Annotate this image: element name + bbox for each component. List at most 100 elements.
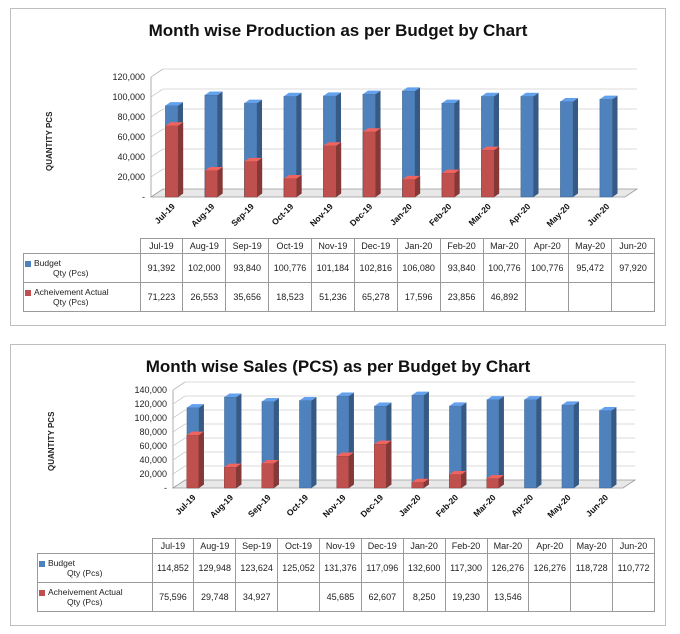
table-header-cell: Mar-20 bbox=[482, 238, 527, 254]
x-tick-label: Oct-19 bbox=[270, 201, 296, 227]
data-label: 110,772 bbox=[612, 553, 655, 583]
chart-floor bbox=[171, 479, 637, 489]
data-label: 93,840 bbox=[225, 253, 270, 283]
bar-top bbox=[165, 102, 184, 106]
table-header-cell: Jun-20 bbox=[611, 238, 655, 254]
bar-top bbox=[323, 92, 342, 96]
table-header-cell: Dec-19 bbox=[360, 538, 404, 554]
actual-bar bbox=[411, 478, 429, 489]
chart-title: Month wise Sales (PCS) as per Budget by … bbox=[145, 357, 531, 376]
x-tick-label: Dec-19 bbox=[348, 201, 375, 228]
production-data-table: Jul-19 Aug-19 Sep-19 Oct-19 Nov-19 Dec-19 Jan-… bbox=[23, 238, 655, 312]
y-tick-label: - bbox=[142, 192, 145, 202]
bar-top bbox=[363, 128, 381, 132]
x-tick-label: Aug-19 bbox=[189, 201, 217, 229]
x-tick-label: Nov-19 bbox=[308, 201, 335, 228]
production-bar-chart: - 20,000 40,000 60,000 80,000 100,000 120,000 J… bbox=[112, 68, 639, 229]
y-tick-label: 60,000 bbox=[117, 132, 145, 142]
y-tick-label: 80,000 bbox=[139, 427, 167, 437]
data-label: 126,276 bbox=[486, 553, 530, 583]
data-label: 114,852 bbox=[151, 553, 195, 583]
budget-bar bbox=[560, 98, 579, 198]
data-label: 125,052 bbox=[277, 553, 320, 583]
series-name-line2: Qty (Pcs) bbox=[67, 597, 103, 607]
actual-bar bbox=[362, 128, 381, 198]
bar-top bbox=[186, 431, 204, 436]
bar-top bbox=[299, 396, 317, 401]
bar-top bbox=[599, 95, 618, 100]
table-header-cell: Jan-20 bbox=[402, 538, 446, 554]
legend-swatch bbox=[39, 560, 45, 567]
table-header-cell: Jun-20 bbox=[612, 538, 655, 554]
bar-top bbox=[520, 92, 539, 97]
data-label: 97,920 bbox=[611, 253, 655, 283]
data-label: 75,596 bbox=[151, 582, 195, 612]
legend-swatch bbox=[25, 260, 31, 267]
y-tick-label: 40,000 bbox=[139, 455, 167, 465]
data-label: 65,278 bbox=[353, 282, 398, 312]
bar-face bbox=[402, 179, 416, 198]
bar-side bbox=[573, 401, 579, 488]
gridline-slant bbox=[150, 148, 164, 158]
x-tick-label: Nov-19 bbox=[321, 492, 348, 519]
series-name-line1: Acheivement Actual bbox=[48, 587, 123, 597]
data-label: 46,892 bbox=[482, 282, 527, 312]
data-label: 17,596 bbox=[396, 282, 441, 312]
x-tick-label: Mar-20 bbox=[466, 201, 493, 228]
gridline-slant bbox=[172, 437, 186, 447]
bar-side bbox=[461, 402, 467, 488]
bar-side bbox=[296, 92, 302, 197]
budget-bar bbox=[449, 402, 467, 489]
bar-side bbox=[178, 122, 184, 197]
bar-top bbox=[283, 92, 302, 97]
bar-side bbox=[386, 440, 392, 488]
bar-side bbox=[454, 169, 460, 197]
table-header-row: Jul-19 Aug-19 Sep-19 Oct-19 Nov-19 Dec-19 Jan-… bbox=[23, 238, 655, 254]
data-label: 71,223 bbox=[139, 282, 184, 312]
series-name-line2: Qty (Pcs) bbox=[67, 568, 103, 578]
bar-side bbox=[423, 391, 429, 488]
data-label: 13,546 bbox=[486, 582, 530, 612]
bar-top bbox=[402, 87, 421, 91]
actual-bar bbox=[481, 146, 500, 198]
table-header-cell: Oct-19 bbox=[268, 238, 312, 254]
y-tick-label: 80,000 bbox=[117, 112, 145, 122]
bar-face bbox=[244, 161, 258, 198]
bar-face bbox=[224, 466, 237, 489]
series-name-cell: Budget Qty (Pcs) bbox=[37, 553, 153, 583]
bar-side bbox=[257, 157, 263, 197]
table-header-row: Jul-19 Aug-19 Sep-19 Oct-19 Nov-19 Dec-19 Jan-… bbox=[37, 538, 655, 554]
data-label: 101,184 bbox=[311, 253, 355, 283]
bar-side bbox=[273, 460, 279, 488]
bar-face bbox=[411, 394, 425, 489]
table-header-cell: Aug-19 bbox=[193, 538, 237, 554]
bar-side bbox=[336, 142, 342, 197]
actual-bar bbox=[283, 174, 302, 198]
actual-row: Acheivement Actual Qty (Pcs) 75,596 29,748 3… bbox=[37, 582, 655, 612]
x-tick-label: Oct-19 bbox=[284, 492, 310, 518]
table-corner bbox=[37, 538, 153, 554]
actual-bar bbox=[323, 142, 342, 198]
data-label: 117,300 bbox=[444, 553, 488, 583]
bar-side bbox=[311, 396, 317, 488]
actual-bar bbox=[204, 166, 223, 198]
data-label bbox=[612, 582, 655, 612]
gridline-slant bbox=[172, 465, 186, 475]
x-tick-label: Dec-19 bbox=[358, 492, 385, 519]
data-label: 29,748 bbox=[193, 582, 237, 612]
bar-side bbox=[612, 95, 618, 197]
gridline-slant bbox=[150, 168, 164, 178]
bar-top bbox=[374, 402, 392, 407]
actual-bar bbox=[336, 452, 354, 489]
bar-top bbox=[560, 98, 579, 102]
data-label: 34,927 bbox=[235, 582, 279, 612]
data-label bbox=[528, 582, 572, 612]
bar-face bbox=[165, 125, 179, 198]
data-label bbox=[568, 282, 613, 312]
data-label: 51,236 bbox=[311, 282, 355, 312]
bar-face bbox=[599, 98, 613, 198]
y-tick-label: 120,000 bbox=[112, 72, 145, 82]
bar-top bbox=[336, 392, 354, 397]
series-name-line2: Qty (Pcs) bbox=[53, 268, 89, 278]
data-label: 100,776 bbox=[482, 253, 527, 283]
